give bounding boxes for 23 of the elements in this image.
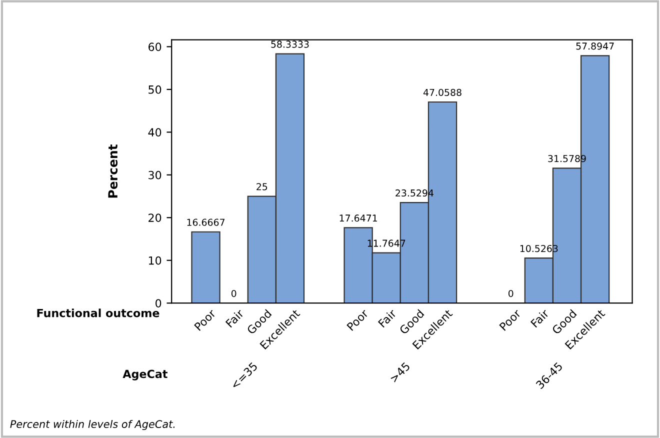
legend-title: Functional outcome (37, 308, 160, 318)
data-label: 16.6667 (187, 218, 224, 226)
text: Fair (225, 308, 244, 328)
data-label: 57.8947 (576, 42, 614, 50)
y-tick-label: 60 (148, 42, 162, 52)
y-tick-label: 50 (148, 85, 162, 94)
data-label: 17.6471 (340, 214, 377, 222)
y-tick-label: 30 (148, 170, 162, 180)
x-axis-title: AgeCat (122, 370, 168, 380)
text: Fair (378, 310, 397, 328)
data-label: 25 (256, 183, 268, 190)
y-axis-title: Percent (108, 144, 118, 198)
data-label: 58.3333 (271, 40, 309, 48)
bar (191, 231, 220, 304)
y-tick-label: 40 (148, 128, 162, 137)
y-tick-label: 10 (148, 256, 162, 265)
text: Fair (530, 310, 550, 328)
text: Percent within levels of AgeCat. (10, 420, 175, 430)
data-label: 0 (508, 290, 514, 298)
data-label: 0 (231, 290, 236, 298)
y-tick-label: 0 (156, 299, 162, 308)
data-label: 47.0588 (423, 88, 462, 96)
y-tick-label: 20 (148, 214, 162, 222)
